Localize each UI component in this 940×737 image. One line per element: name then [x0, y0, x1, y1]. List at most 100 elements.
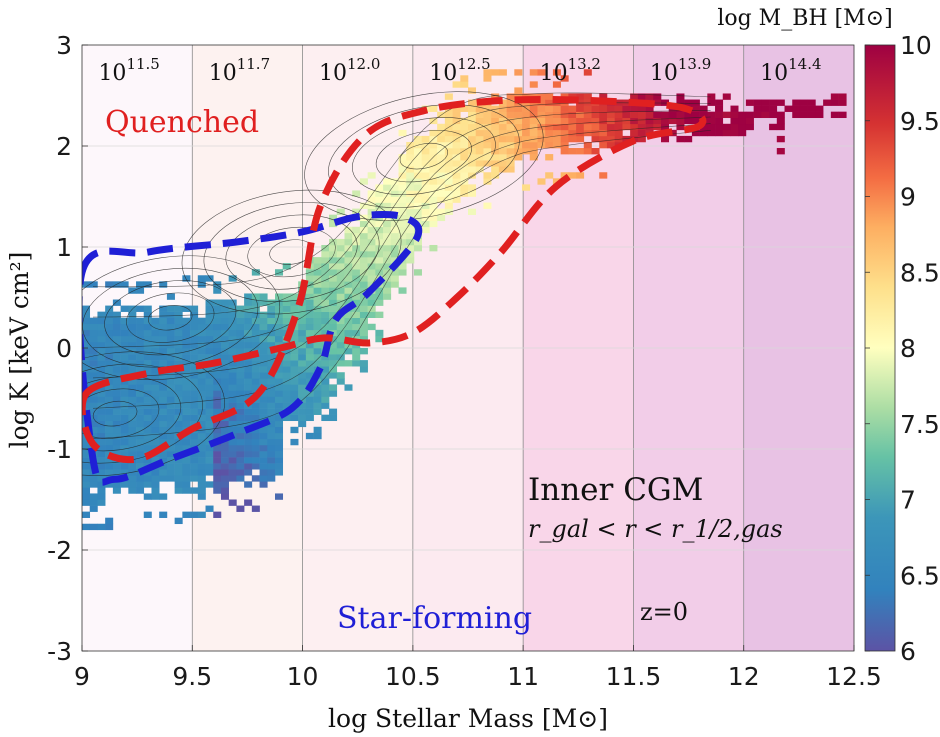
heatmap-cell — [267, 396, 276, 403]
heatmap-cell — [375, 244, 384, 252]
heatmap-cell — [182, 457, 191, 464]
heatmap-cell — [190, 414, 199, 422]
heatmap-cell — [97, 493, 106, 500]
heatmap-cell — [637, 93, 646, 100]
heatmap-cell — [82, 451, 91, 458]
heatmap-cell — [143, 329, 152, 337]
heatmap-cell — [82, 335, 91, 343]
heatmap-cell — [275, 378, 284, 385]
heatmap-cell — [97, 311, 106, 318]
heatmap-cell — [228, 414, 237, 422]
heatmap-cell — [213, 348, 222, 355]
heatmap-cell — [105, 360, 114, 367]
heatmap-cell — [136, 348, 145, 355]
heatmap-cell — [112, 317, 121, 325]
heatmap-cell — [344, 299, 353, 306]
heatmap-cell — [560, 123, 569, 131]
heatmap-cell — [236, 414, 245, 422]
heatmap-cell — [251, 360, 260, 367]
heatmap-cell — [120, 384, 129, 391]
heatmap-cell — [213, 475, 222, 482]
heatmap-cell — [429, 148, 438, 155]
heatmap-cell — [359, 251, 368, 258]
heatmap-cell — [444, 135, 453, 143]
heatmap-cell — [197, 390, 206, 397]
heatmap-cell — [267, 426, 276, 434]
heatmap-cell — [367, 220, 376, 228]
heatmap-cell — [321, 378, 330, 385]
heatmap-cell — [166, 311, 175, 318]
heatmap-cell — [645, 105, 654, 112]
heatmap-cell — [282, 299, 291, 306]
heatmap-cell — [236, 378, 245, 385]
heatmap-cell — [691, 111, 700, 119]
heatmap-cell — [398, 226, 407, 234]
heatmap-cell — [468, 190, 477, 197]
heatmap-cell — [421, 208, 430, 215]
heatmap-cell — [112, 378, 121, 385]
heatmap-cell — [715, 129, 724, 137]
heatmap-cell — [244, 372, 253, 379]
heatmap-cell — [112, 390, 121, 397]
heatmap-cell — [506, 105, 515, 112]
heatmap-cell — [336, 208, 345, 215]
heatmap-cell — [228, 426, 237, 434]
heatmap-cell — [537, 69, 546, 76]
heatmap-cell — [522, 123, 531, 131]
heatmap-cell — [367, 305, 376, 312]
heatmap-cell — [120, 335, 129, 343]
heatmap-cell — [275, 469, 284, 476]
heatmap-cell — [290, 396, 299, 403]
heatmap-cell — [244, 378, 253, 385]
heatmap-cell — [529, 154, 538, 161]
heatmap-cell — [437, 154, 446, 161]
heatmap-cell — [406, 244, 415, 252]
heatmap-cell — [329, 275, 338, 282]
heatmap-cell — [89, 329, 98, 337]
heatmap-cell — [205, 341, 214, 349]
heatmap-cell — [136, 487, 145, 494]
heatmap-cell — [112, 311, 121, 318]
heatmap-cell — [213, 354, 222, 361]
heatmap-cell — [244, 444, 253, 452]
heatmap-cell — [429, 105, 438, 112]
heatmap-cell — [166, 378, 175, 385]
heatmap-cell — [336, 323, 345, 331]
heatmap-cell — [776, 117, 785, 125]
heatmap-cell — [143, 341, 152, 349]
heatmap-cell — [406, 148, 415, 155]
heatmap-cell — [220, 378, 229, 385]
heatmap-cell — [228, 402, 237, 409]
heatmap-cell — [251, 305, 260, 312]
heatmap-cell — [136, 390, 145, 397]
heatmap-cell — [329, 244, 338, 252]
heatmap-cell — [691, 129, 700, 137]
heatmap-cell — [522, 105, 531, 112]
heatmap-cell — [606, 123, 615, 131]
heatmap-cell — [112, 420, 121, 428]
heatmap-cell — [305, 432, 314, 440]
heatmap-cell — [483, 148, 492, 155]
heatmap-cell — [498, 141, 507, 149]
heatmap-cell — [236, 329, 245, 337]
heatmap-cell — [89, 372, 98, 379]
heatmap-cell — [537, 129, 546, 137]
heatmap-cell — [244, 481, 253, 488]
heatmap-cell — [244, 457, 253, 464]
heatmap-cell — [606, 141, 615, 149]
heatmap-cell — [197, 329, 206, 337]
heatmap-cell — [491, 129, 500, 137]
heatmap-cell — [599, 105, 608, 112]
heatmap-cell — [120, 426, 129, 434]
heatmap-cell — [468, 111, 477, 119]
heatmap-cell — [220, 463, 229, 470]
heatmap-cell — [321, 281, 330, 288]
heatmap-cell — [630, 111, 639, 119]
heatmap-cell — [344, 329, 353, 337]
heatmap-cell — [275, 305, 284, 312]
heatmap-cell — [89, 493, 98, 500]
heatmap-cell — [143, 475, 152, 482]
heatmap-cell — [367, 323, 376, 331]
heatmap-cell — [190, 335, 199, 343]
heatmap-cell — [136, 444, 145, 452]
